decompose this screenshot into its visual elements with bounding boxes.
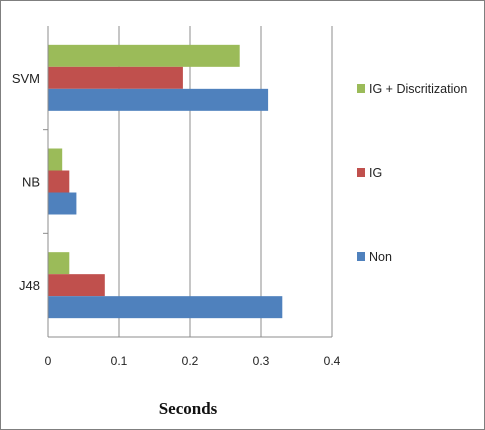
bar (48, 274, 105, 297)
category-label: J48 (19, 278, 40, 293)
bar (48, 66, 183, 89)
x-tick-label: 0.2 (182, 354, 199, 368)
bar (48, 192, 77, 215)
bars (48, 44, 283, 319)
legend-label: IG (369, 166, 382, 180)
bar (48, 296, 283, 319)
x-tick-label: 0.3 (253, 354, 270, 368)
legend-label: IG + Discritization (369, 82, 467, 96)
legend-swatch (357, 168, 365, 177)
x-tick-labels: 0 0.1 0.2 0.3 0.4 (45, 354, 341, 368)
category-label: SVM (12, 71, 40, 86)
bar (48, 252, 70, 275)
bar (48, 170, 70, 193)
legend-swatch (357, 252, 365, 261)
x-tick-label: 0 (45, 354, 52, 368)
bar (48, 148, 63, 171)
legend-swatch (357, 84, 365, 93)
bar (48, 44, 240, 67)
x-tick-label: 0.1 (111, 354, 128, 368)
x-axis-label: Seconds (159, 399, 218, 418)
axes (43, 26, 332, 338)
x-tick-label: 0.4 (324, 354, 341, 368)
legend: IG + Discritization IG Non (357, 82, 467, 264)
category-labels: SVM NB J48 (12, 71, 40, 293)
bar (48, 88, 269, 111)
category-label: NB (22, 175, 40, 190)
legend-label: Non (369, 250, 392, 264)
